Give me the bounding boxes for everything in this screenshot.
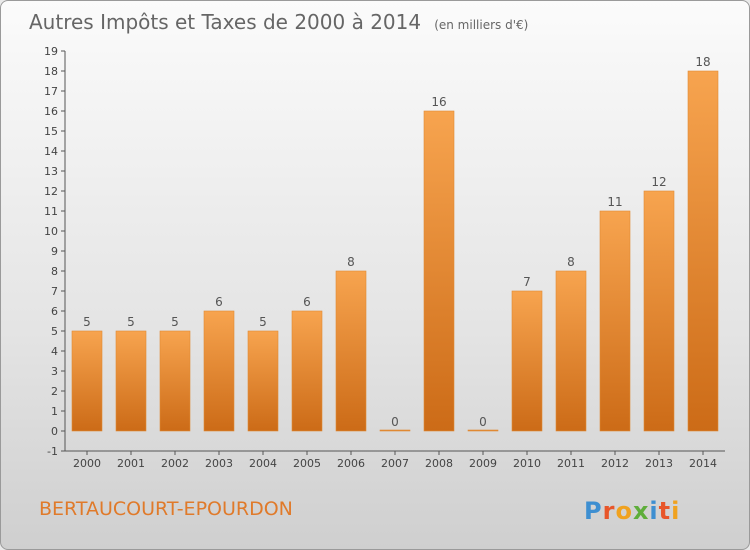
bar-value-label: 12: [651, 175, 666, 189]
y-tick-label: 4: [51, 345, 58, 358]
chart-title-main: Autres Impôts et Taxes de 2000 à 2014: [29, 10, 421, 34]
bar: [159, 330, 191, 432]
x-tick-label: 2012: [601, 457, 629, 470]
x-tick-label: 2013: [645, 457, 673, 470]
chart-title: Autres Impôts et Taxes de 2000 à 2014 (e…: [29, 10, 528, 34]
y-tick-label: 16: [44, 105, 58, 118]
x-tick-label: 2009: [469, 457, 497, 470]
x-tick-label: 2010: [513, 457, 541, 470]
proxiti-logo-text: Proxiti: [584, 497, 680, 525]
y-tick-label: 12: [44, 185, 58, 198]
y-tick-label: 5: [51, 325, 58, 338]
bar-value-label: 8: [347, 255, 355, 269]
bar-value-label: 5: [83, 315, 91, 329]
y-tick-label: 17: [44, 85, 58, 98]
y-tick-label: 10: [44, 225, 58, 238]
bar: [467, 429, 499, 432]
x-tick-label: 2001: [117, 457, 145, 470]
x-tick-label: 2000: [73, 457, 101, 470]
bar: [643, 190, 675, 432]
x-tick-label: 2011: [557, 457, 585, 470]
bar-value-label: 16: [431, 95, 446, 109]
x-tick-label: 2005: [293, 457, 321, 470]
x-tick-label: 2003: [205, 457, 233, 470]
bar: [423, 110, 455, 432]
bar-value-label: 7: [523, 275, 531, 289]
bar-value-label: 6: [215, 295, 223, 309]
y-tick-label: 3: [51, 365, 58, 378]
x-tick-label: 2007: [381, 457, 409, 470]
y-tick-label: 7: [51, 285, 58, 298]
bar-value-label: 8: [567, 255, 575, 269]
y-tick-label: 8: [51, 265, 58, 278]
bar: [115, 330, 147, 432]
bar: [335, 270, 367, 432]
bar: [291, 310, 323, 432]
x-tick-label: 2006: [337, 457, 365, 470]
x-tick-label: 2004: [249, 457, 277, 470]
y-tick-label: 6: [51, 305, 58, 318]
bar: [511, 290, 543, 432]
bar-value-label: 0: [479, 415, 487, 429]
y-tick-label: 19: [44, 45, 58, 58]
bar-value-label: 5: [171, 315, 179, 329]
bar: [71, 330, 103, 432]
y-tick-label: 15: [44, 125, 58, 138]
y-tick-label: 13: [44, 165, 58, 178]
bar: [599, 210, 631, 432]
bar-value-label: 0: [391, 415, 399, 429]
bar: [555, 270, 587, 432]
bar: [203, 310, 235, 432]
bar: [247, 330, 279, 432]
y-tick-label: 18: [44, 65, 58, 78]
bar-value-label: 6: [303, 295, 311, 309]
bar-value-label: 5: [259, 315, 267, 329]
y-tick-label: -1: [47, 445, 58, 458]
y-tick-label: 14: [44, 145, 58, 158]
y-tick-label: 1: [51, 405, 58, 418]
bar-value-label: 5: [127, 315, 135, 329]
y-tick-label: 9: [51, 245, 58, 258]
bar: [379, 429, 411, 432]
bar-value-label: 18: [695, 55, 710, 69]
x-tick-label: 2014: [689, 457, 717, 470]
x-tick-label: 2002: [161, 457, 189, 470]
y-tick-label: 2: [51, 385, 58, 398]
y-tick-label: 0: [51, 425, 58, 438]
chart-title-unit: (en milliers d'€): [434, 18, 528, 32]
y-tick-label: 11: [44, 205, 58, 218]
bar-value-label: 11: [607, 195, 622, 209]
commune-name: BERTAUCOURT-EPOURDON: [39, 498, 293, 520]
bar: [687, 70, 719, 432]
x-tick-label: 2008: [425, 457, 453, 470]
chart-bars: 5 5 5 6 5 6 8 0 16 0 7 8 11 12 18: [71, 55, 719, 432]
proxiti-logo: Proxiti: [584, 497, 680, 525]
